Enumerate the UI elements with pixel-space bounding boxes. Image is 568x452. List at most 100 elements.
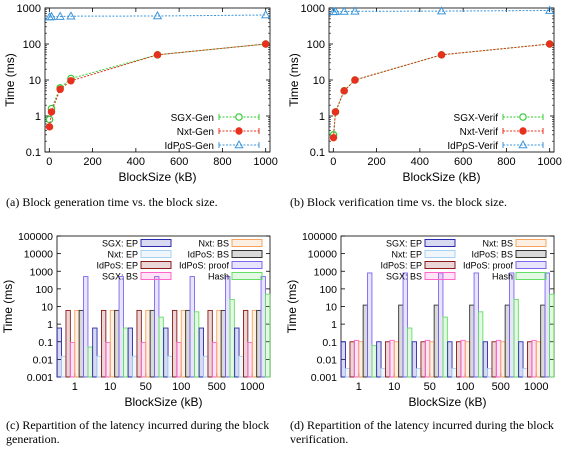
bar-nxt-ep bbox=[380, 368, 386, 378]
x-axis-label: BlockSize (kB) bbox=[118, 170, 196, 184]
chart-latency-generation: 0.001 0.01 0.1 1 10 100 1000 10000 100000 1 10 50 10… bbox=[1, 231, 271, 409]
bar-idpos-ep bbox=[455, 341, 462, 378]
caption-a: (a) Block generation time vs. the block … bbox=[6, 195, 218, 209]
panel-block-generation-time: 0.1 1 10 100 1000 0 200 400 600 800 1000 BlockSize … bbox=[0, 0, 284, 226]
bar-nxt-ep bbox=[522, 368, 528, 378]
y-tick-label: 100000 bbox=[302, 231, 337, 243]
legend-label: IdPoS: BS bbox=[471, 250, 513, 260]
y-tick-label: 10000 bbox=[308, 249, 337, 261]
bar-idpos-ep bbox=[349, 341, 355, 378]
bar-nxt-bs bbox=[429, 341, 435, 378]
caption-d: (d) Repartition of the latency incurred … bbox=[290, 418, 554, 446]
legend-swatch bbox=[424, 272, 456, 280]
legend-label: IdPoS-Gen bbox=[165, 141, 214, 152]
bar-sgx-bs bbox=[140, 342, 147, 378]
bar-nxt-bs bbox=[393, 341, 400, 378]
x-tick-label: 200 bbox=[367, 156, 385, 168]
bar-nxt-ep bbox=[167, 355, 173, 378]
bar-hash bbox=[371, 345, 377, 378]
series-line-nxt-verif bbox=[333, 43, 550, 138]
bar-hash bbox=[442, 316, 448, 378]
bar-idpos-proof bbox=[509, 272, 515, 378]
legend-swatch bbox=[515, 239, 547, 247]
legend-label: IdPoS: BS bbox=[187, 250, 229, 260]
data-point bbox=[152, 10, 163, 20]
legend-swatch bbox=[515, 250, 547, 258]
bar-nxt-ep bbox=[238, 355, 244, 378]
data-point bbox=[329, 133, 338, 142]
bar-nxt-ep bbox=[416, 368, 422, 378]
x-tick-label: 0 bbox=[330, 156, 336, 168]
series-line-idpos-gen bbox=[49, 14, 266, 18]
bar-sgx-ep bbox=[447, 341, 453, 378]
bar-hash bbox=[406, 327, 413, 378]
legend-swatch bbox=[140, 272, 172, 280]
y-tick-label: 1000 bbox=[314, 266, 338, 278]
bar-sgx-bs bbox=[247, 342, 253, 378]
bar-nxt-ep bbox=[345, 368, 351, 378]
panel-latency-generation: 0.001 0.01 0.1 1 10 100 1000 10000 100000 1 10 50 10… bbox=[0, 226, 284, 452]
bar-sgx-ep bbox=[198, 327, 204, 378]
x-tick-label: 800 bbox=[497, 156, 515, 168]
bar-sgx-bs bbox=[531, 339, 537, 378]
bar-nxt-bs bbox=[74, 309, 80, 378]
data-point bbox=[351, 76, 359, 84]
legend-label: Nxt: EP bbox=[107, 250, 138, 260]
y-tick-label: 0.01 bbox=[33, 354, 54, 366]
panel-latency-verification: 0.001 0.01 0.1 1 10 100 1000 10000 100000 1 10 50 10… bbox=[284, 226, 568, 452]
y-tick-label: 1 bbox=[47, 319, 53, 331]
legend-marker bbox=[519, 127, 527, 135]
bar-idpos-bs bbox=[256, 309, 262, 378]
legend-label: SGX: BS bbox=[386, 272, 422, 282]
data-point bbox=[350, 6, 360, 15]
y-tick-label: 10 bbox=[29, 75, 41, 87]
data-point bbox=[55, 11, 65, 20]
bar-hash bbox=[477, 311, 484, 378]
y-tick-label: 1000 bbox=[301, 3, 325, 15]
bar-sgx-ep bbox=[340, 341, 347, 378]
y-tick-label: 10000 bbox=[24, 249, 53, 261]
y-tick-label: 0.01 bbox=[317, 354, 338, 366]
bar-idpos-proof bbox=[367, 272, 373, 378]
x-tick-label: 500 bbox=[208, 381, 226, 393]
x-tick-label: 1000 bbox=[253, 156, 277, 168]
chart-verification-time: 0.1 1 10 100 1000 0 200 400 600 800 1000 BlockSize … bbox=[287, 3, 562, 184]
bar-sgx-ep bbox=[411, 341, 417, 378]
bar-sgx-ep bbox=[127, 327, 133, 378]
legend-swatch bbox=[424, 239, 456, 247]
bar-idpos-ep bbox=[207, 309, 213, 378]
x-tick-label: 50 bbox=[424, 381, 436, 393]
bar-sgx-ep bbox=[56, 327, 63, 378]
bar-sgx-bs bbox=[176, 342, 182, 378]
legend-label: IdPoS: EP bbox=[96, 261, 138, 271]
x-tick-label: 600 bbox=[170, 156, 188, 168]
bar-idpos-bs bbox=[504, 304, 510, 378]
data-point bbox=[66, 11, 76, 20]
bar-sgx-bs bbox=[460, 339, 466, 378]
bar-idpos-bs bbox=[433, 304, 439, 378]
caption-c: (c) Repartition of the latency incurred … bbox=[6, 418, 270, 446]
x-axis-label: BlockSize (kB) bbox=[408, 395, 486, 409]
bar-idpos-proof bbox=[402, 272, 408, 378]
x-tick-label: 100 bbox=[456, 381, 474, 393]
y-tick-label: 1 bbox=[35, 111, 41, 123]
bar-nxt-ep bbox=[132, 355, 138, 378]
bar-idpos-proof bbox=[83, 276, 89, 378]
legend-label: IdPoS-Verif bbox=[447, 141, 498, 152]
legend-swatch bbox=[140, 239, 172, 247]
bar-idpos-bs bbox=[220, 309, 226, 378]
bar-hash bbox=[193, 311, 200, 378]
bar-idpos-bs bbox=[469, 304, 475, 378]
x-tick-label: 100 bbox=[172, 381, 190, 393]
x-tick-label: 500 bbox=[492, 381, 510, 393]
legend-label: IdPoS: proof bbox=[463, 261, 514, 271]
data-point bbox=[339, 6, 349, 15]
x-tick-label: 600 bbox=[454, 156, 472, 168]
y-tick-label: 1000 bbox=[30, 266, 54, 278]
bar-nxt-ep bbox=[203, 355, 209, 378]
bar-idpos-ep bbox=[526, 341, 533, 378]
data-point bbox=[340, 87, 348, 95]
data-point bbox=[545, 40, 554, 48]
data-point bbox=[436, 6, 447, 15]
x-tick-label: 1000 bbox=[524, 381, 548, 393]
